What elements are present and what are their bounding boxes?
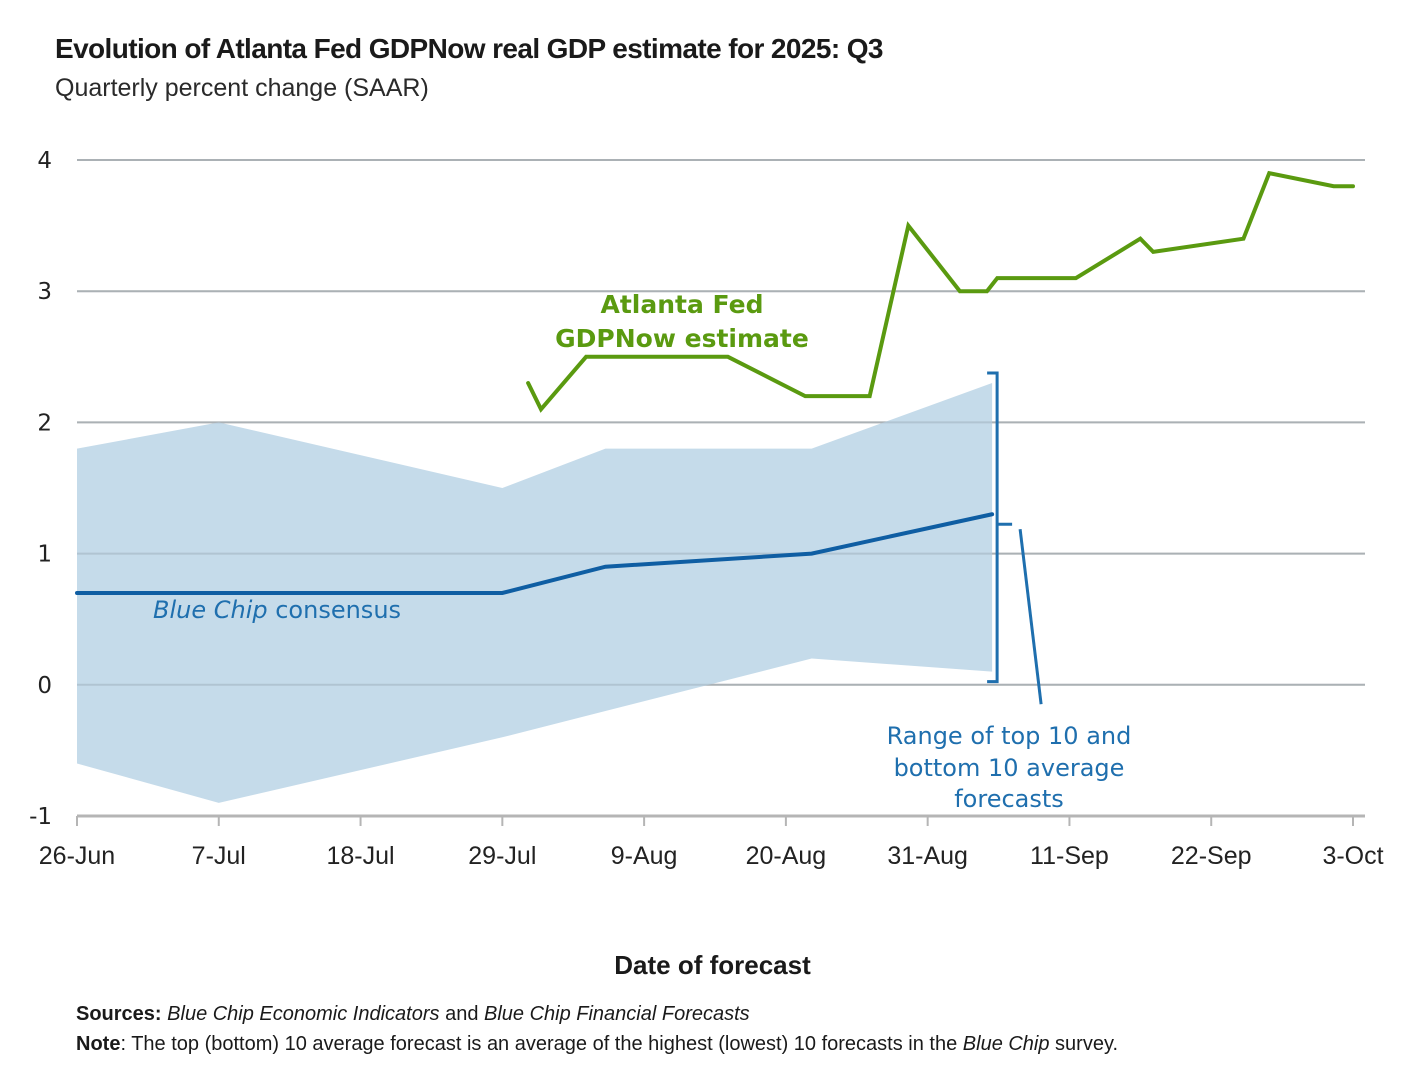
forecast-range-band xyxy=(77,383,993,803)
x-tick-label: 11-Sep xyxy=(1030,842,1109,870)
x-tick-label: 18-Jul xyxy=(327,842,395,870)
consensus-annotation: Blue Chip consensus xyxy=(153,596,401,624)
consensus-annotation-rest: consensus xyxy=(268,596,401,624)
x-tick-label: 9-Aug xyxy=(611,842,678,870)
y-tick-label: 3 xyxy=(37,279,52,305)
sources-title-1: Blue Chip Economic Indicators xyxy=(167,1003,440,1025)
y-tick-label: 0 xyxy=(37,673,52,699)
note-text-2: survey. xyxy=(1049,1033,1119,1055)
sources-title-2: Blue Chip Financial Forecasts xyxy=(484,1003,750,1025)
y-tick-label: 1 xyxy=(37,542,52,568)
y-axis: 4 3 2 1 0 -1 xyxy=(29,148,52,830)
x-tick-label: 22-Sep xyxy=(1171,842,1252,870)
y-tick-label: 4 xyxy=(37,148,52,174)
blue-chip-consensus-line xyxy=(75,512,995,595)
range-bracket xyxy=(987,371,1043,705)
y-tick-label: -1 xyxy=(29,804,52,830)
note-text-1: : The top (bottom) 10 average forecast i… xyxy=(120,1033,963,1055)
range-annotation-line1: Range of top 10 and xyxy=(887,722,1132,750)
x-axis-label: Date of forecast xyxy=(614,950,811,980)
x-tick-label: 20-Aug xyxy=(746,842,827,870)
range-bracket-shape xyxy=(987,371,999,684)
chart-subtitle: Quarterly percent change (SAAR) xyxy=(55,74,429,102)
gridlines-over-band xyxy=(77,159,1365,686)
note-italic: Blue Chip xyxy=(962,1033,1050,1055)
gdpnow-annotation-line2: GDPNow estimate xyxy=(555,324,809,353)
x-tick-label: 7-Jul xyxy=(192,842,246,870)
series-lines xyxy=(75,170,1355,595)
range-annotation-line2: bottom 10 average xyxy=(894,754,1125,782)
footnote: Note: The top (bottom) 10 average foreca… xyxy=(76,1033,1118,1056)
gdpnow-annotation-line1: Atlanta Fed xyxy=(601,290,764,319)
sources-and: and xyxy=(439,1003,484,1025)
range-leader-line xyxy=(1018,529,1043,705)
x-tick-label: 31-Aug xyxy=(887,842,968,870)
x-tick-label: 29-Jul xyxy=(468,842,536,870)
note-label: Note xyxy=(76,1033,121,1055)
sources-label: Sources: xyxy=(76,1003,162,1025)
sources-note: Sources: Blue Chip Economic Indicators a… xyxy=(76,1003,750,1026)
x-tick-label: 3-Oct xyxy=(1322,842,1383,870)
x-axis: 26-Jun 7-Jul 18-Jul 29-Jul 9-Aug 20-Aug 31-Aug… xyxy=(39,814,1384,870)
y-tick-label: 2 xyxy=(37,410,52,436)
x-tick-label: 26-Jun xyxy=(39,842,115,870)
range-band-area xyxy=(77,383,993,803)
range-annotation-line3: forecasts xyxy=(954,785,1064,813)
chart-title: Evolution of Atlanta Fed GDPNow real GDP… xyxy=(55,33,883,64)
consensus-annotation-italic: Blue Chip xyxy=(153,596,268,624)
